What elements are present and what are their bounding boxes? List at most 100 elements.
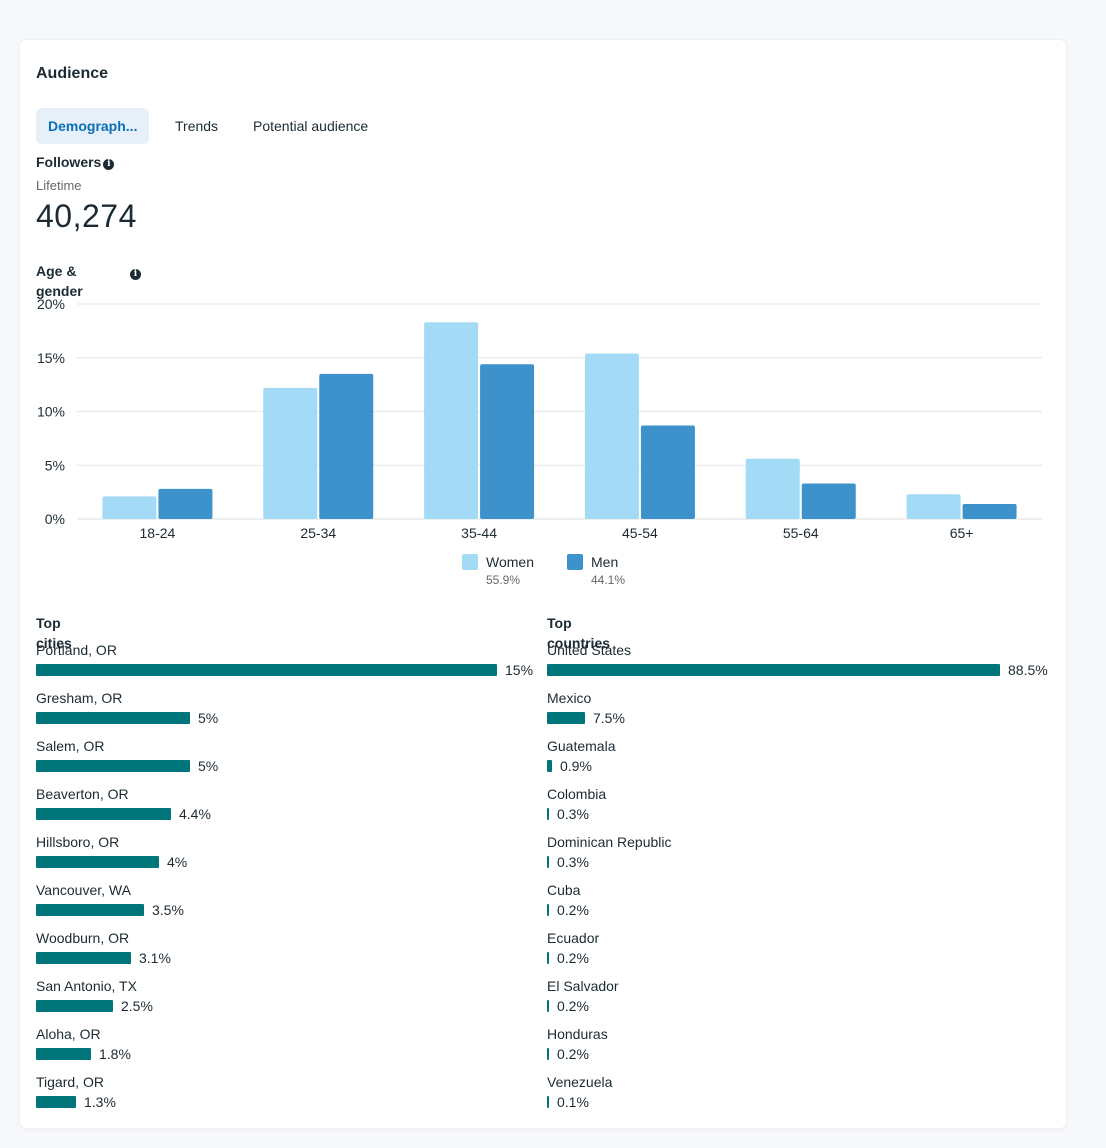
row-label: Woodburn, OR — [36, 930, 130, 946]
row-value: 0.9% — [560, 758, 592, 774]
followers-period: Lifetime — [36, 178, 82, 193]
legend-label-men: Men — [591, 554, 619, 570]
bar-women — [263, 387, 318, 519]
y-tick-label: 5% — [45, 457, 65, 473]
legend-percent-men: 44.1% — [591, 573, 626, 587]
y-tick-label: 10% — [37, 404, 65, 420]
row-value: 4% — [167, 854, 188, 870]
bar-men — [801, 483, 856, 519]
y-tick-label: 15% — [37, 350, 65, 366]
bar-women — [424, 322, 479, 519]
row-value: 3.1% — [139, 950, 171, 966]
row-bar — [547, 1048, 549, 1060]
info-icon[interactable]: i — [103, 159, 115, 170]
row-value: 1.8% — [99, 1046, 131, 1062]
bar-women — [745, 458, 800, 519]
row-value: 4.4% — [179, 806, 211, 822]
row-bar — [36, 952, 131, 964]
row-bar — [547, 904, 549, 916]
bar-men — [480, 364, 535, 519]
top-cities-label: Top cities — [36, 615, 72, 651]
row-label: Venezuela — [547, 1074, 613, 1090]
x-tick-label: 65+ — [950, 525, 974, 541]
row-value: 7.5% — [593, 710, 625, 726]
row-bar — [36, 1096, 76, 1108]
card-title: Audience — [36, 65, 109, 82]
row-bar — [36, 1048, 91, 1060]
row-value: 1.3% — [84, 1094, 116, 1110]
row-bar — [36, 712, 190, 724]
row-bar — [36, 808, 171, 820]
row-bar — [547, 1000, 549, 1012]
legend-swatch-women — [462, 554, 478, 570]
row-bar — [36, 904, 144, 916]
row-label: Salem, OR — [36, 738, 105, 754]
row-value: 0.2% — [557, 1046, 589, 1062]
row-bar — [547, 760, 552, 772]
bar-men — [640, 425, 695, 519]
row-label: Aloha, OR — [36, 1026, 101, 1042]
row-label: Cuba — [547, 882, 581, 898]
x-tick-label: 55-64 — [783, 525, 819, 541]
followers-label: Followers — [36, 154, 102, 170]
row-label: El Salvador — [547, 978, 619, 994]
bar-women — [906, 494, 961, 519]
row-label: San Antonio, TX — [36, 978, 137, 994]
row-label: Beaverton, OR — [36, 786, 129, 802]
tab-demographics[interactable]: Demograph... — [36, 108, 150, 144]
followers-heading: Followers i — [36, 154, 115, 170]
age-gender-label: Age & gender — [36, 263, 83, 299]
y-tick-label: 20% — [37, 296, 65, 312]
row-value: 5% — [198, 758, 219, 774]
audience-card: Audience Demograph... Trends Potential a… — [20, 40, 1066, 1128]
age-gender-info[interactable]: i — [128, 264, 141, 282]
row-value: 88.5% — [1008, 662, 1048, 678]
row-value: 5% — [198, 710, 219, 726]
age-gender-chart: 0% 5% 10% 15% 20% 18-24 25-34 35-44 45-54 55-64 65… — [37, 296, 1042, 541]
tab-potential-audience[interactable]: Potential audience — [253, 118, 369, 134]
bar-women — [102, 496, 157, 519]
legend-swatch-men — [567, 554, 583, 570]
row-bar — [547, 808, 549, 820]
row-value: 15% — [505, 662, 534, 678]
row-bar — [547, 856, 549, 868]
bar-men — [158, 488, 213, 519]
bar-men — [319, 373, 374, 519]
x-tick-label: 45-54 — [622, 525, 658, 541]
bar-women — [584, 353, 639, 519]
row-label: Ecuador — [547, 930, 600, 946]
row-bar — [36, 1000, 113, 1012]
row-bar — [547, 712, 585, 724]
legend-label-women: Women — [486, 554, 534, 570]
followers-count: 40,274 — [36, 198, 137, 234]
legend-percent-women: 55.9% — [486, 573, 521, 587]
row-label: Vancouver, WA — [36, 882, 131, 898]
row-label: Mexico — [547, 690, 592, 706]
row-bar — [36, 856, 159, 868]
row-label: Portland, OR — [36, 642, 117, 658]
row-bar — [547, 952, 549, 964]
row-label: Colombia — [547, 786, 607, 802]
info-icon: i — [130, 269, 141, 280]
row-bar — [547, 1096, 549, 1108]
row-label: United States — [547, 642, 632, 658]
row-value: 3.5% — [152, 902, 184, 918]
row-value: 0.3% — [557, 854, 589, 870]
row-value: 0.2% — [557, 998, 589, 1014]
top-countries-list: United States 88.5% Mexico 7.5% Guatemala 0.9… — [547, 640, 1062, 1120]
row-label: Gresham, OR — [36, 690, 123, 706]
row-label: Tigard, OR — [36, 1074, 104, 1090]
x-tick-label: 25-34 — [300, 525, 336, 541]
y-tick-label: 0% — [45, 511, 65, 527]
tab-trends[interactable]: Trends — [175, 118, 219, 134]
row-value: 0.2% — [557, 950, 589, 966]
x-tick-label: 18-24 — [140, 525, 176, 541]
row-value: 0.3% — [557, 806, 589, 822]
row-value: 0.1% — [557, 1094, 589, 1110]
x-tick-label: 35-44 — [461, 525, 497, 541]
row-label: Dominican Republic — [547, 834, 672, 850]
row-bar — [36, 760, 190, 772]
row-bar — [547, 664, 1000, 676]
row-bar — [36, 664, 497, 676]
bar-men — [962, 503, 1017, 519]
